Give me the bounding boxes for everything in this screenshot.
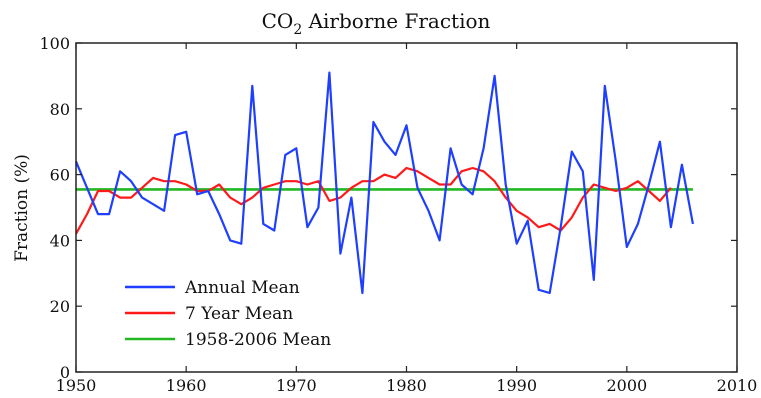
x-tick-label: 1980 bbox=[386, 376, 427, 395]
y-tick-label: 100 bbox=[39, 34, 70, 53]
y-tick-label: 0 bbox=[60, 363, 70, 382]
plot-frame bbox=[75, 42, 738, 373]
x-tick-label: 2010 bbox=[717, 376, 758, 395]
y-tick-label: 80 bbox=[50, 100, 70, 119]
series-line-annual-mean bbox=[74, 71, 694, 295]
legend: Annual Mean 7 Year Mean 1958-2006 Mean bbox=[125, 278, 331, 350]
y-tick-label: 40 bbox=[50, 231, 70, 250]
plot-area bbox=[74, 71, 694, 295]
series-line-seven-year-mean bbox=[75, 166, 672, 235]
y-tick-label: 60 bbox=[50, 166, 70, 185]
x-tick-label: 1990 bbox=[496, 376, 537, 395]
legend-label: Annual Mean bbox=[184, 278, 300, 298]
x-tick-label: 1950 bbox=[56, 376, 97, 395]
y-axis-label: Fraction (%) bbox=[12, 154, 32, 262]
x-tick-label: 2000 bbox=[606, 376, 647, 395]
chart-title: CO2 Airborne Fraction bbox=[262, 9, 491, 38]
legend-label: 7 Year Mean bbox=[185, 304, 293, 324]
x-tick-label: 1960 bbox=[166, 376, 207, 395]
y-tick-label: 20 bbox=[50, 297, 70, 316]
legend-label: 1958-2006 Mean bbox=[185, 330, 331, 350]
axis-ticks: 1950 1960 1970 1980 1990 2000 2010 0 20 40 60 80 100 bbox=[39, 34, 757, 395]
x-tick-label: 1970 bbox=[276, 376, 317, 395]
